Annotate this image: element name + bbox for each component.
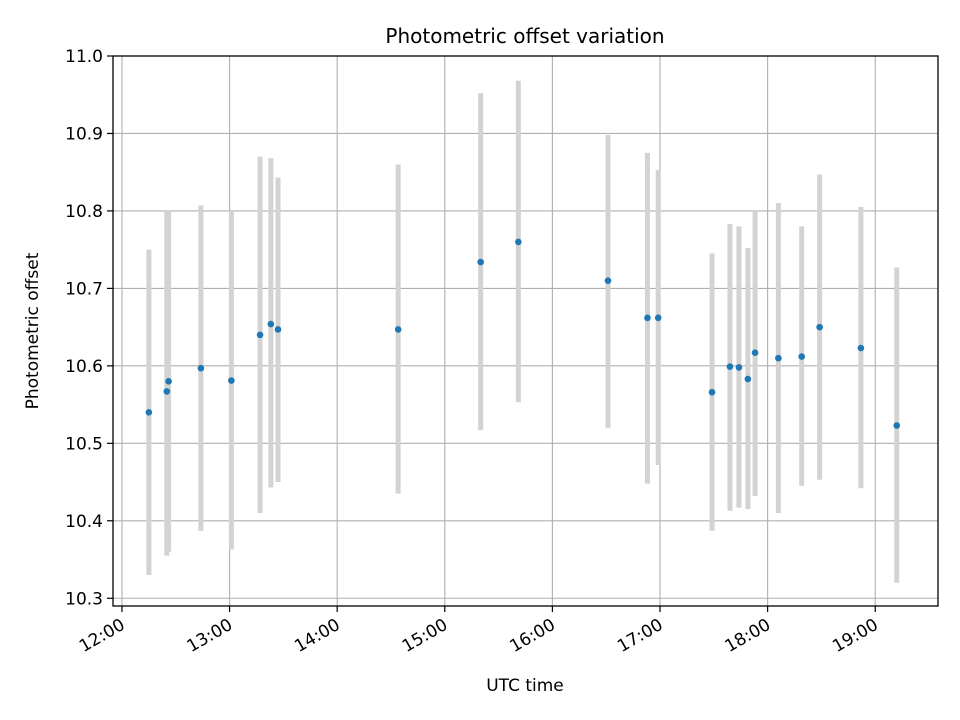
data-point [515, 238, 522, 246]
data-point [644, 314, 651, 322]
data-point [477, 258, 484, 266]
data-point [735, 364, 743, 371]
data-point [274, 326, 282, 333]
data-point [145, 409, 153, 416]
data-point [775, 354, 782, 362]
data-point [798, 353, 805, 360]
data-point [893, 422, 901, 429]
x-axis-label: UTC time [486, 676, 564, 696]
data-point [708, 388, 716, 396]
data-point [744, 375, 752, 383]
data-point [197, 364, 205, 372]
data-point [228, 377, 235, 384]
data-point [267, 320, 275, 328]
y-tick-label: 10.6 [65, 357, 103, 377]
data-points [145, 238, 901, 429]
data-point [654, 314, 662, 322]
data-point [816, 323, 823, 331]
y-tick-label: 10.7 [65, 279, 103, 299]
data-point [726, 363, 734, 370]
y-tick-label: 10.4 [65, 512, 103, 532]
data-point [256, 331, 264, 339]
data-point [751, 349, 759, 356]
y-axis-label: Photometric offset [23, 252, 43, 409]
y-tick-label: 10.8 [65, 202, 103, 222]
data-point [857, 344, 865, 352]
y-axis: 10.3 10.4 10.5 10.6 10.7 10.8 10.9 11.0 [65, 47, 113, 609]
chart-title: Photometric offset variation [385, 24, 664, 48]
data-point [165, 378, 172, 385]
y-tick-label: 10.3 [65, 589, 103, 609]
y-tick-label: 10.5 [65, 434, 103, 454]
plot-frame [112, 55, 939, 607]
data-point [394, 326, 402, 333]
data-point [163, 388, 171, 395]
y-tick-label: 10.9 [65, 124, 103, 144]
y-tick-label: 11.0 [65, 47, 103, 67]
data-point [604, 277, 612, 284]
